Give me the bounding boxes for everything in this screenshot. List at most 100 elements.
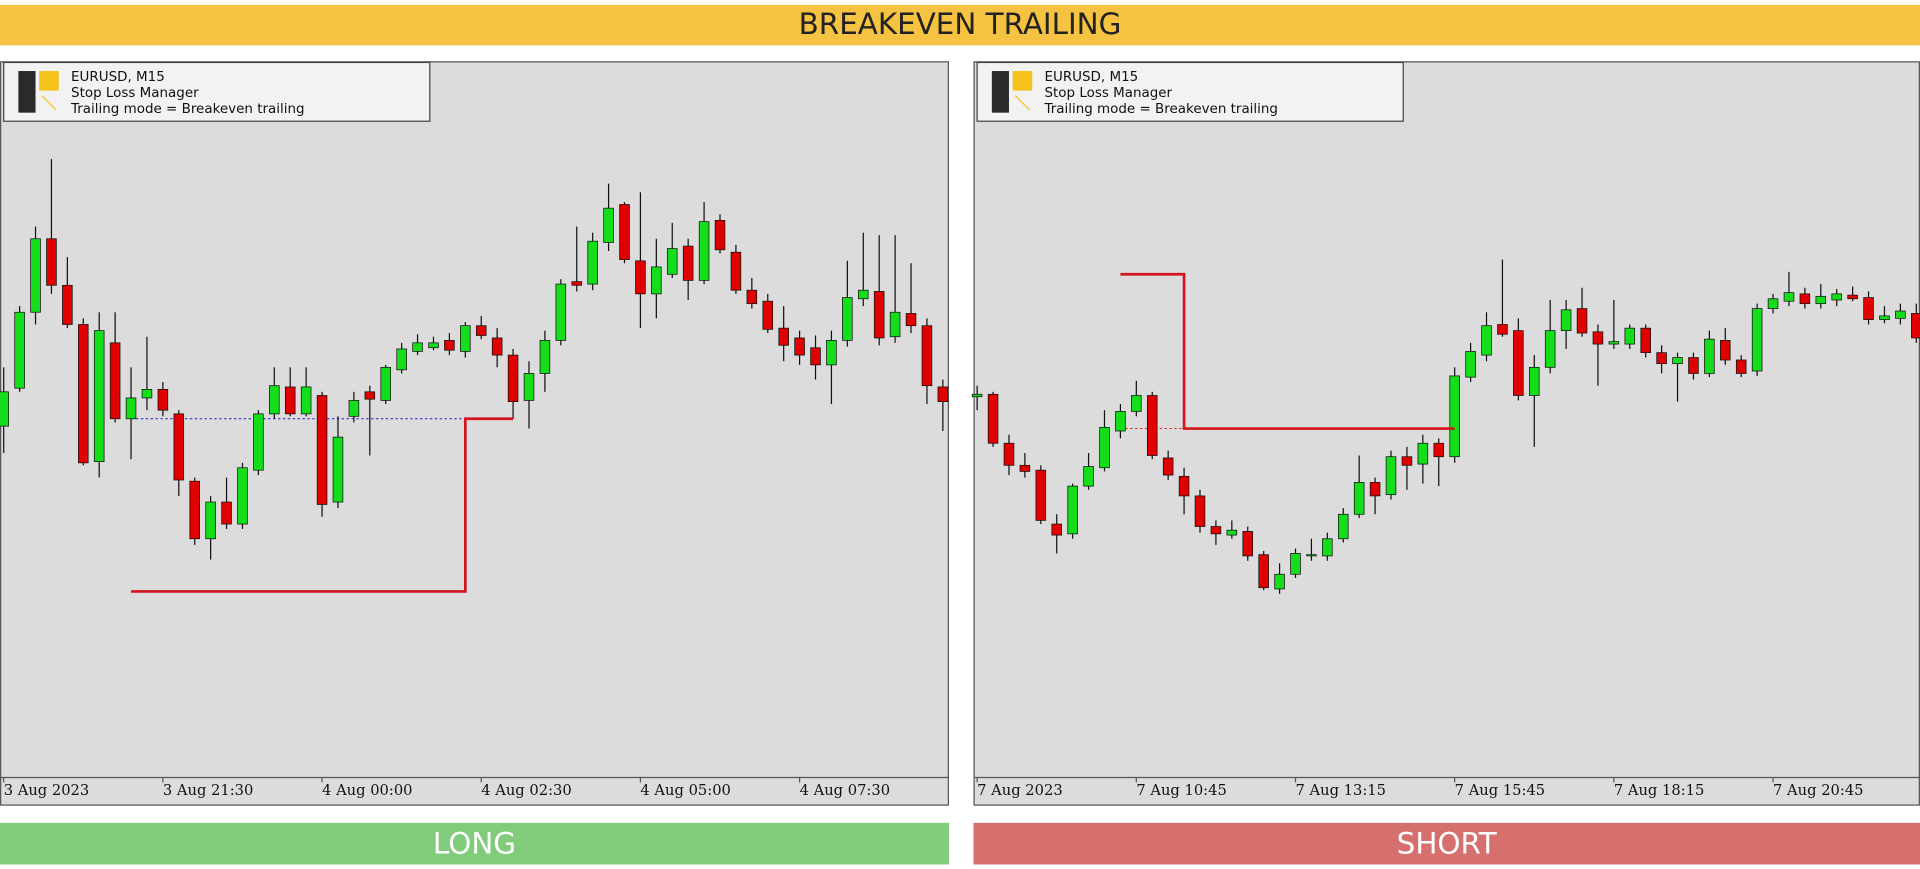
candle-body xyxy=(1513,330,1524,396)
candle-body xyxy=(78,324,89,464)
candle-body xyxy=(284,386,296,415)
chart-panel xyxy=(0,61,949,806)
candle-body xyxy=(794,337,805,356)
candle-body xyxy=(1704,338,1715,374)
info-icon-dark xyxy=(991,71,1009,113)
candle-body xyxy=(253,413,264,471)
side-label-bar xyxy=(0,822,949,865)
candle-body xyxy=(62,284,73,325)
candle-body xyxy=(858,289,869,300)
candle-body xyxy=(873,291,885,339)
candle-body xyxy=(921,325,933,387)
stop-loss-line xyxy=(131,417,514,593)
candle-body xyxy=(971,393,983,398)
candle-body xyxy=(1353,482,1365,515)
candle-body xyxy=(635,260,646,295)
candle-body xyxy=(300,386,312,415)
x-tick-label: 7 Aug 20:45 xyxy=(1773,782,1863,799)
info-text: Stop Loss Manager xyxy=(1044,86,1172,101)
info-icon-stroke xyxy=(1014,95,1031,111)
candle-body xyxy=(1688,357,1699,374)
title: BREAKEVEN TRAILING xyxy=(799,7,1122,41)
candle-body xyxy=(109,342,121,420)
info-icon-yellow xyxy=(39,71,59,91)
candle-body xyxy=(1051,523,1062,536)
candle-body xyxy=(1640,327,1651,354)
info-icon-stroke xyxy=(41,95,57,111)
info-box xyxy=(3,61,431,122)
candle-body xyxy=(1322,538,1333,557)
candle-body xyxy=(444,340,455,351)
candle-body xyxy=(316,395,328,505)
candle-body xyxy=(1799,293,1811,305)
candle-body xyxy=(1831,293,1842,301)
candle-body xyxy=(491,337,503,356)
candle-body xyxy=(1083,466,1094,487)
candle-body xyxy=(810,347,821,366)
x-tick-label: 4 Aug 05:00 xyxy=(640,782,730,799)
info-icon-dark xyxy=(18,71,36,113)
candle-body xyxy=(987,393,999,444)
candle-body xyxy=(762,300,774,330)
candle-body xyxy=(1146,395,1158,456)
candle-body xyxy=(1385,456,1397,496)
candle-body xyxy=(730,251,742,291)
candle-body xyxy=(1529,366,1540,396)
candle-body xyxy=(1720,340,1731,361)
candle-body xyxy=(157,389,169,411)
candle-body xyxy=(1624,327,1636,345)
candle-body xyxy=(141,389,153,399)
candle-body xyxy=(1863,297,1874,320)
candle-body xyxy=(1003,442,1015,466)
x-tick-label: 7 Aug 13:15 xyxy=(1296,782,1386,799)
candle-body xyxy=(1194,495,1206,527)
candle-body xyxy=(460,325,471,352)
candle-body xyxy=(1576,308,1588,334)
candle-body xyxy=(1210,526,1222,535)
candle-body xyxy=(1369,482,1381,497)
candle-body xyxy=(1481,325,1492,356)
candle-body xyxy=(237,467,248,525)
x-tick-label: 3 Aug 2023 xyxy=(4,782,90,799)
candle-body xyxy=(475,325,487,336)
stop-loss-line xyxy=(1120,272,1455,430)
candle-body xyxy=(714,220,726,251)
candle-body xyxy=(1592,331,1604,345)
chart-panel xyxy=(973,61,1920,806)
side-label: SHORT xyxy=(1397,826,1498,860)
candle-body xyxy=(1735,359,1747,374)
candle-body xyxy=(1274,573,1285,590)
candle-body xyxy=(507,354,519,402)
candle-body xyxy=(1433,442,1445,458)
candle-body xyxy=(412,342,423,352)
candle-body xyxy=(0,391,9,427)
info-icon-yellow xyxy=(1012,71,1033,91)
candle-body xyxy=(1131,395,1142,412)
candle-body xyxy=(619,204,630,260)
candle-body xyxy=(14,311,25,389)
candle-body xyxy=(93,330,105,462)
candle-body xyxy=(603,207,614,243)
candle-body xyxy=(364,391,376,400)
candle-body xyxy=(1449,375,1460,458)
candle-body xyxy=(1608,341,1620,345)
candle-body xyxy=(746,289,758,305)
candle-body xyxy=(555,283,567,341)
candle-body xyxy=(1783,292,1795,302)
candle-body xyxy=(539,340,551,374)
candle-body xyxy=(1465,351,1476,378)
candle-body xyxy=(1162,457,1174,476)
x-tick-label: 3 Aug 21:30 xyxy=(163,782,253,799)
candle-body xyxy=(1035,469,1047,521)
candle-body xyxy=(1751,308,1763,372)
candle-body xyxy=(666,248,678,275)
candle-body xyxy=(1337,513,1349,540)
candle-body xyxy=(1242,531,1254,557)
candle-body xyxy=(1115,411,1126,432)
candle-body xyxy=(889,311,901,338)
candle-body xyxy=(778,327,789,346)
candle-body xyxy=(1226,529,1238,536)
candle-body xyxy=(905,313,917,327)
